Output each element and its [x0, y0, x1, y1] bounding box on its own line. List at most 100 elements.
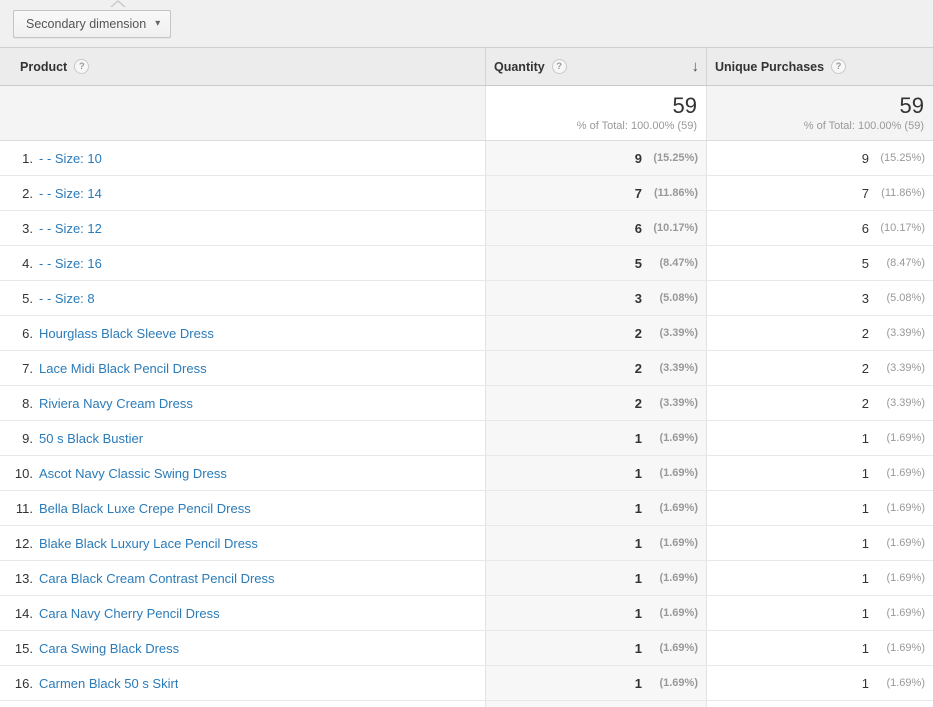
- quantity-cell: 1 (1.69%): [485, 631, 706, 665]
- row-rank: 9.: [22, 430, 33, 446]
- product-link[interactable]: 50 s Black Bustier: [39, 430, 144, 446]
- product-link[interactable]: Hourglass Black Sleeve Dress: [39, 325, 214, 341]
- unique-purchases-percent: (1.69%): [886, 537, 925, 549]
- product-link[interactable]: Carmen Black 50 s Skirt: [39, 675, 179, 691]
- unique-purchases-value: 9: [861, 150, 869, 166]
- unique-purchases-cell: 6 (10.17%): [706, 211, 933, 245]
- unique-purchases-value: 1: [861, 535, 869, 551]
- product-link[interactable]: Cara Black Cream Contrast Pencil Dress: [39, 570, 275, 586]
- summary-unique-purchases-total: 59: [899, 92, 924, 118]
- quantity-value: 1: [634, 605, 642, 621]
- row-rank: 8.: [22, 395, 33, 411]
- help-icon[interactable]: ?: [831, 59, 847, 74]
- quantity-value: 1: [634, 640, 642, 656]
- unique-purchases-percent: (1.69%): [886, 607, 925, 619]
- product-link[interactable]: - - Size: 12: [39, 220, 102, 236]
- unique-purchases-cell: 1 (1.69%): [706, 526, 933, 560]
- product-cell: 12. Blake Black Luxury Lace Pencil Dress: [0, 526, 485, 560]
- unique-purchases-percent: (3.39%): [886, 397, 925, 409]
- quantity-percent: (1.69%): [659, 432, 698, 444]
- help-icon[interactable]: ?: [74, 59, 90, 74]
- table-row: 16. Carmen Black 50 s Skirt 1 (1.69%) 1 (1.69…: [0, 666, 933, 701]
- row-rank: 16.: [14, 675, 33, 691]
- quantity-percent: (11.86%): [653, 187, 698, 199]
- quantity-value: 5: [634, 255, 642, 271]
- unique-purchases-percent: (10.17%): [880, 222, 925, 234]
- quantity-cell: 1 (1.69%): [485, 491, 706, 525]
- unique-purchases-cell: 1 (1.69%): [706, 631, 933, 665]
- unique-purchases-value: 1: [861, 675, 869, 691]
- product-cell: 5. - - Size: 8: [0, 281, 485, 315]
- quantity-cell: 2 (3.39%): [485, 316, 706, 350]
- product-cell: 15. Cara Swing Black Dress: [0, 631, 485, 665]
- table-row: 12. Blake Black Luxury Lace Pencil Dress 1…: [0, 526, 933, 561]
- product-link[interactable]: Riviera Navy Cream Dress: [39, 395, 193, 411]
- product-cell: 10. Ascot Navy Classic Swing Dress: [0, 456, 485, 490]
- quantity-cell: 1 (1.69%): [485, 666, 706, 700]
- unique-purchases-cell: 1 (1.69%): [706, 456, 933, 490]
- table-row: 5. - - Size: 8 3 (5.08%) 3 (5.08%): [0, 281, 933, 316]
- unique-purchases-cell: 2 (3.39%): [706, 386, 933, 420]
- column-header-unique-purchases[interactable]: Unique Purchases ?: [706, 48, 933, 85]
- row-rank: 6.: [22, 325, 33, 341]
- product-link[interactable]: Blake Black Luxury Lace Pencil Dress: [39, 535, 258, 551]
- quantity-percent: (1.69%): [659, 607, 698, 619]
- quantity-cell: 7 (11.86%): [485, 176, 706, 210]
- product-cell: 13. Cara Black Cream Contrast Pencil Dres…: [0, 561, 485, 595]
- toolbar: Secondary dimension ▾: [0, 0, 933, 47]
- column-header-label: Unique Purchases: [715, 59, 825, 74]
- quantity-cell: 6 (10.17%): [485, 211, 706, 245]
- unique-purchases-value: 1: [861, 430, 869, 446]
- quantity-cell: 9 (15.25%): [485, 141, 706, 175]
- summary-unique-purchases-percent-of-total: % of Total: 100.00% (59): [803, 120, 924, 133]
- table-row: 13. Cara Black Cream Contrast Pencil Dres…: [0, 561, 933, 596]
- product-link[interactable]: - - Size: 8: [39, 290, 95, 306]
- column-header-product[interactable]: Product ?: [0, 48, 485, 85]
- quantity-value: 9: [634, 150, 642, 166]
- product-cell: 8. Riviera Navy Cream Dress: [0, 386, 485, 420]
- unique-purchases-value: 2: [861, 360, 869, 376]
- table-row: 4. - - Size: 16 5 (8.47%) 5 (8.47%): [0, 246, 933, 281]
- product-cell: 2. - - Size: 14: [0, 176, 485, 210]
- quantity-percent: (1.69%): [659, 572, 698, 584]
- product-link[interactable]: Ascot Navy Classic Swing Dress: [39, 465, 227, 481]
- quantity-cell: 2 (3.39%): [485, 386, 706, 420]
- quantity-percent: (1.69%): [659, 502, 698, 514]
- popover-arrow-icon: [110, 0, 126, 8]
- unique-purchases-value: 2: [861, 325, 869, 341]
- quantity-cell: 1 (1.69%): [485, 421, 706, 455]
- row-rank: 13.: [14, 570, 33, 586]
- table-row: 15. Cara Swing Black Dress 1 (1.69%) 1 (1.69%…: [0, 631, 933, 666]
- secondary-dimension-label: Secondary dimension: [26, 17, 147, 31]
- product-link[interactable]: Lace Midi Black Pencil Dress: [39, 360, 207, 376]
- column-header-quantity[interactable]: Quantity ? ↓: [485, 48, 706, 85]
- product-link[interactable]: Cara Navy Cherry Pencil Dress: [39, 605, 220, 621]
- unique-purchases-value: 1: [861, 465, 869, 481]
- product-link[interactable]: - - Size: 10: [39, 150, 102, 166]
- quantity-percent: (5.08%): [659, 292, 698, 304]
- product-link[interactable]: - - Size: 16: [39, 255, 102, 271]
- table-row: 6. Hourglass Black Sleeve Dress 2 (3.39%) 2 (…: [0, 316, 933, 351]
- sort-descending-icon[interactable]: ↓: [691, 58, 700, 75]
- quantity-value: 2: [634, 360, 642, 376]
- quantity-value: 6: [634, 220, 642, 236]
- table-row: 8. Riviera Navy Cream Dress 2 (3.39%) 2 (3.39…: [0, 386, 933, 421]
- unique-purchases-value: 1: [861, 640, 869, 656]
- product-link[interactable]: Bella Black Luxe Crepe Pencil Dress: [39, 500, 251, 516]
- quantity-cell: 1 (1.69%): [485, 526, 706, 560]
- secondary-dimension-button[interactable]: Secondary dimension ▾: [13, 10, 172, 38]
- quantity-cell: 1 (1.69%): [485, 456, 706, 490]
- unique-purchases-percent: (1.69%): [886, 432, 925, 444]
- unique-purchases-value: 1: [861, 605, 869, 621]
- quantity-percent: (1.69%): [659, 677, 698, 689]
- quantity-percent: (1.69%): [659, 537, 698, 549]
- quantity-percent: (1.69%): [659, 642, 698, 654]
- unique-purchases-cell: 1 (1.69%): [706, 561, 933, 595]
- product-link[interactable]: Cara Swing Black Dress: [39, 640, 180, 656]
- column-header-label: Quantity: [494, 59, 545, 74]
- quantity-percent: (15.25%): [653, 152, 698, 164]
- product-link[interactable]: - - Size: 14: [39, 185, 102, 201]
- help-icon[interactable]: ?: [551, 59, 567, 74]
- summary-product-cell: [0, 86, 485, 140]
